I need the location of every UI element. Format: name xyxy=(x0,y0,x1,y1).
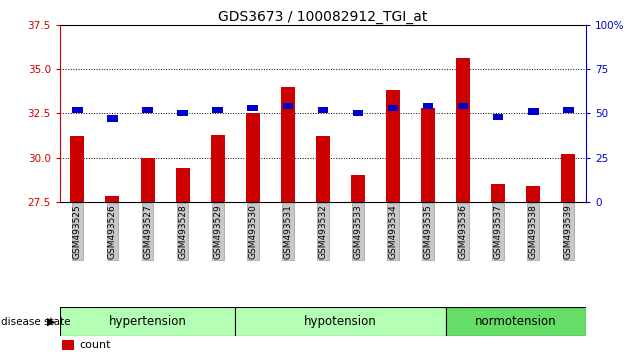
Text: GSM493536: GSM493536 xyxy=(459,204,467,259)
Bar xyxy=(177,110,188,116)
Text: normotension: normotension xyxy=(475,315,556,328)
Text: GSM493534: GSM493534 xyxy=(389,204,398,259)
Bar xyxy=(212,107,223,113)
Bar xyxy=(421,108,435,202)
Bar xyxy=(386,90,400,202)
Text: disease state: disease state xyxy=(1,317,71,327)
Text: GSM493533: GSM493533 xyxy=(353,204,362,259)
Bar xyxy=(316,136,330,202)
Bar xyxy=(353,110,364,116)
Bar xyxy=(563,107,574,113)
Bar xyxy=(561,154,575,202)
Bar xyxy=(458,103,469,109)
Bar xyxy=(445,307,586,336)
Text: GSM493535: GSM493535 xyxy=(423,204,433,259)
Text: GSM493532: GSM493532 xyxy=(318,204,328,259)
Text: ▶: ▶ xyxy=(47,317,56,327)
Title: GDS3673 / 100082912_TGI_at: GDS3673 / 100082912_TGI_at xyxy=(218,10,428,24)
Bar xyxy=(107,115,118,122)
Bar xyxy=(528,108,539,115)
Text: GSM493537: GSM493537 xyxy=(494,204,503,259)
Bar xyxy=(248,105,258,111)
Text: GSM493526: GSM493526 xyxy=(108,204,117,259)
Bar xyxy=(140,158,154,202)
Bar xyxy=(72,107,83,113)
Text: GSM493527: GSM493527 xyxy=(143,204,152,259)
Bar xyxy=(491,184,505,202)
Text: GSM493530: GSM493530 xyxy=(248,204,257,259)
Bar xyxy=(235,307,445,336)
Bar xyxy=(456,58,470,202)
Text: GSM493531: GSM493531 xyxy=(284,204,292,259)
Bar xyxy=(62,340,74,350)
Bar xyxy=(351,175,365,202)
Text: GSM493539: GSM493539 xyxy=(564,204,573,259)
Text: count: count xyxy=(79,341,111,350)
Bar xyxy=(176,168,190,202)
Bar xyxy=(105,196,120,202)
Bar xyxy=(210,135,225,202)
Bar xyxy=(387,105,398,111)
Text: GSM493528: GSM493528 xyxy=(178,204,187,259)
Text: GSM493529: GSM493529 xyxy=(213,204,222,259)
Bar xyxy=(318,107,328,113)
Bar xyxy=(60,307,235,336)
Bar xyxy=(423,103,433,109)
Text: GSM493525: GSM493525 xyxy=(73,204,82,259)
Bar xyxy=(493,114,503,120)
Bar xyxy=(246,113,260,202)
Bar xyxy=(282,103,293,109)
Bar xyxy=(281,87,295,202)
Bar xyxy=(142,107,153,113)
Text: hypotension: hypotension xyxy=(304,315,377,328)
Text: GSM493538: GSM493538 xyxy=(529,204,538,259)
Text: hypertension: hypertension xyxy=(108,315,186,328)
Bar xyxy=(71,136,84,202)
Bar xyxy=(526,186,541,202)
